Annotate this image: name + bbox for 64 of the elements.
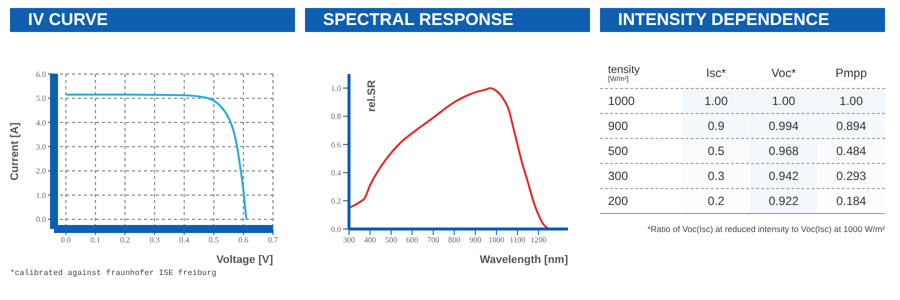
y-tick-label: 5.0 — [36, 94, 46, 104]
y-tick-label: 1.0 — [331, 84, 341, 93]
x-tick-label: 900 — [469, 236, 482, 245]
x-tick-label: 0.3 — [150, 236, 160, 245]
x-tick-label: 0.2 — [120, 236, 130, 245]
x-tick-label: 400 — [364, 236, 376, 245]
data-label: 0.293 — [817, 164, 885, 188]
chart-title: SPECTRAL RESPONSE — [305, 8, 590, 32]
x-tick-label: Isc* — [705, 66, 728, 80]
data-label: 0.968 — [750, 139, 818, 163]
x-tick-label: 0.1 — [90, 236, 100, 245]
y-tick-label: 0.4 — [331, 168, 341, 178]
chart-title: INTENSITY DEPENDENCE — [600, 8, 885, 32]
x-tick-label: 0.6 — [238, 236, 248, 245]
x-tick-label: Voc* — [770, 66, 797, 80]
x-tick-label: 1200 — [530, 236, 547, 245]
x-tick-label: 700 — [427, 236, 440, 245]
data-label: 0.894 — [817, 114, 885, 138]
y-tick-label: 4.0 — [36, 118, 46, 128]
y-tick-label: 1000 — [607, 94, 636, 108]
data-label: 0.184 — [817, 189, 885, 213]
y-axis-title: rel.SR — [366, 80, 378, 112]
y-tick-label: 0.0 — [331, 224, 341, 234]
x-axis-title: Wavelength [nm] — [480, 254, 568, 266]
y-tick-label: 0.2 — [331, 196, 341, 206]
data-label: 0.9 — [682, 114, 750, 138]
data-label: 0.922 — [750, 189, 818, 213]
y-tick-label: 300 — [607, 169, 630, 183]
y-axis-title: Current [A] — [8, 122, 21, 181]
text: *Ratio of Voc(Isc) at reduced intensity to Voc(Isc) at 1000 W/m² — [646, 224, 885, 234]
x-tick-label: 800 — [448, 236, 460, 245]
data-label: 0.5 — [682, 139, 750, 163]
chart-title: IV CURVE — [10, 8, 295, 32]
x-axis-title: Voltage [V] — [216, 254, 274, 266]
y-tick-label: 3.0 — [36, 142, 46, 152]
x-tick-label: 0.7 — [268, 236, 278, 245]
x-tick-label: 1000 — [488, 236, 504, 245]
line-series — [64, 94, 248, 220]
x-tick-label: 600 — [406, 236, 418, 245]
y-tick-label: 0.6 — [331, 140, 341, 150]
y-tick-label: 900 — [607, 119, 630, 133]
data-label: 1.00 — [750, 89, 818, 113]
x-tick-label: 0.5 — [208, 236, 219, 245]
data-label: 0.3 — [682, 164, 750, 188]
y-tick-label: 1.0 — [36, 190, 46, 200]
data-label: 1.00 — [817, 89, 885, 113]
x-tick-label: 1100 — [510, 236, 526, 245]
x-tick-label: 0.4 — [179, 236, 190, 245]
y-tick-label: 0.8 — [331, 112, 341, 122]
y-tick-label: 500 — [607, 144, 630, 158]
y-tick-label: 0.0 — [36, 215, 46, 224]
text: *calibrated against fraunhofer ISE freiburg — [10, 269, 218, 278]
data-label: 0.484 — [817, 139, 885, 163]
y-tick-label: 6.0 — [36, 70, 46, 79]
y-tick-label: 2.0 — [36, 166, 46, 176]
data-label: 0.994 — [750, 114, 818, 138]
y-tick-label: 200 — [607, 194, 630, 208]
data-label: 0.2 — [682, 189, 750, 213]
x-tick-label: 500 — [385, 236, 398, 245]
x-tick-label: 300 — [343, 236, 355, 245]
x-tick-label: Pmpp — [834, 66, 868, 80]
x-tick-label: 0.0 — [60, 236, 71, 245]
data-label: 1.00 — [682, 89, 750, 113]
data-label: 0.942 — [750, 164, 818, 188]
